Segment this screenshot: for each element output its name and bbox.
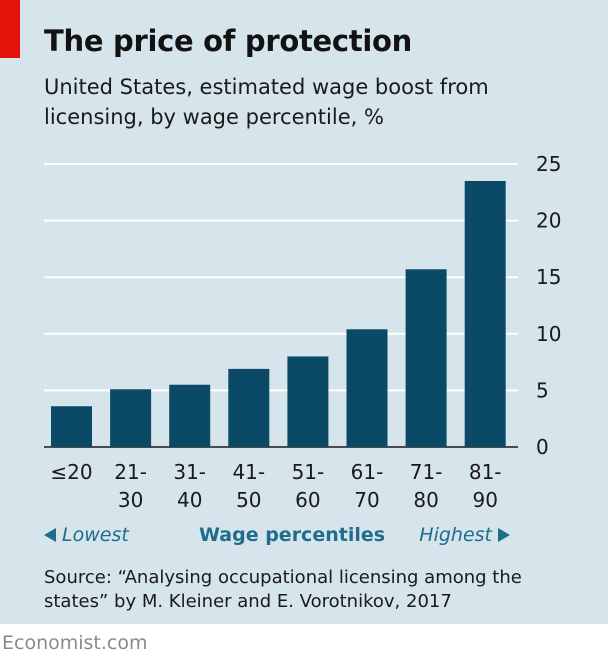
chart-subtitle: United States, estimated wage boost from… bbox=[44, 75, 489, 129]
x-tick-label: 31- bbox=[173, 460, 206, 484]
bar bbox=[464, 180, 506, 448]
y-tick-label: 20 bbox=[536, 209, 561, 233]
x-tick-label: ≤20 bbox=[50, 460, 92, 484]
y-tick-label: 10 bbox=[536, 322, 561, 346]
y-axis-ticks: 0 5 10 15 20 25 bbox=[536, 152, 561, 459]
x-tick-label: 61- bbox=[351, 460, 384, 484]
lowest-label: Lowest bbox=[44, 524, 129, 546]
lowest-text: Lowest bbox=[62, 524, 129, 546]
x-axis-ticks: ≤20 21- 30 31- 40 41- 50 51- 60 61- 70 71- 80 81- 90 bbox=[50, 460, 501, 512]
y-tick-label: 25 bbox=[536, 152, 561, 176]
x-tick-label: 80 bbox=[413, 488, 438, 512]
bars bbox=[51, 180, 506, 448]
x-tick-label: 51- bbox=[292, 460, 325, 484]
x-tick-label: 70 bbox=[354, 488, 379, 512]
y-tick-label: 15 bbox=[536, 265, 561, 289]
chart-title: The price of protection bbox=[44, 24, 412, 58]
bar bbox=[405, 269, 447, 447]
highest-label: Highest bbox=[419, 524, 510, 546]
x-tick-label: 71- bbox=[410, 460, 443, 484]
x-tick-label: 50 bbox=[236, 488, 261, 512]
bar-chart: 0 5 10 15 20 25 ≤20 21- 30 31- 40 41- 50 51- 60 61- 70 7… bbox=[44, 152, 561, 512]
bar bbox=[287, 356, 329, 447]
bar bbox=[346, 329, 388, 447]
triangle-right-icon bbox=[498, 528, 510, 542]
bar bbox=[169, 384, 211, 447]
bar bbox=[110, 389, 152, 447]
x-tick-label: 40 bbox=[177, 488, 202, 512]
y-tick-label: 5 bbox=[536, 378, 549, 402]
x-axis-title: Wage percentiles bbox=[199, 524, 386, 546]
x-tick-label: 81- bbox=[469, 460, 502, 484]
x-tick-label: 21- bbox=[114, 460, 147, 484]
triangle-left-icon bbox=[44, 528, 56, 542]
brand-footer: Economist.com bbox=[2, 632, 148, 654]
x-tick-label: 30 bbox=[118, 488, 143, 512]
source-note: Source: “Analysing occupational licensin… bbox=[44, 567, 522, 612]
x-tick-label: 41- bbox=[232, 460, 265, 484]
brand-red-tag bbox=[0, 0, 20, 58]
bar bbox=[228, 368, 270, 447]
y-tick-label: 0 bbox=[536, 435, 549, 459]
highest-text: Highest bbox=[419, 524, 492, 546]
x-tick-label: 60 bbox=[295, 488, 320, 512]
chart-panel bbox=[0, 0, 608, 624]
x-axis-legend: Lowest Wage percentiles Highest bbox=[44, 524, 510, 552]
x-tick-label: 90 bbox=[472, 488, 497, 512]
bar bbox=[51, 406, 92, 447]
